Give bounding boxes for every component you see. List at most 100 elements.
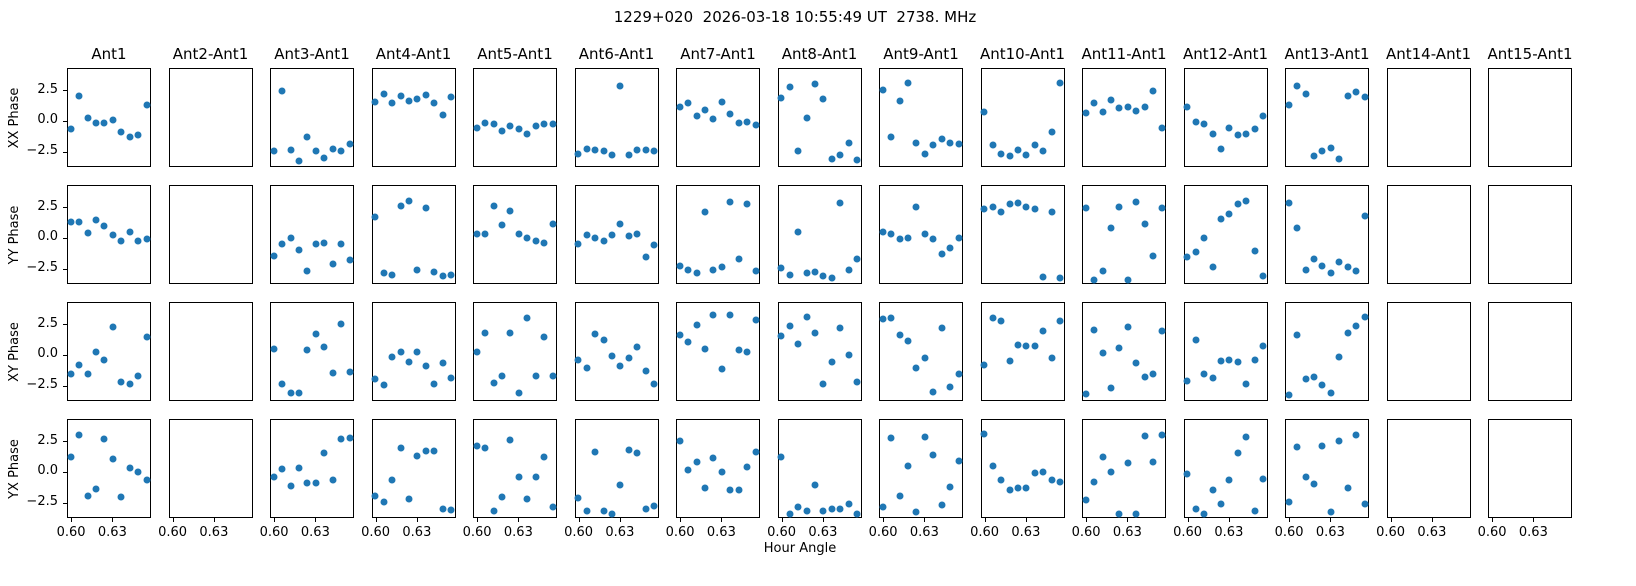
data-point <box>1352 88 1360 96</box>
data-point <box>490 120 498 128</box>
data-point <box>1327 269 1335 277</box>
data-point <box>540 333 548 341</box>
data-point <box>490 507 498 515</box>
data-point <box>1158 124 1165 132</box>
data-point <box>600 507 607 515</box>
data-point <box>684 266 692 274</box>
data-point <box>1352 431 1360 439</box>
data-point <box>735 486 743 494</box>
x-tick-label: 0.60 <box>56 525 86 540</box>
data-point <box>701 106 709 114</box>
data-point <box>439 359 447 367</box>
data-point <box>295 464 303 472</box>
x-tick-label: 0.63 <box>1417 525 1447 540</box>
x-tick-mark <box>680 518 682 522</box>
data-point <box>1259 475 1267 483</box>
data-point <box>346 256 353 264</box>
data-point <box>929 451 937 459</box>
data-point <box>447 506 455 514</box>
panel-yx-phase-ant13-ant1 <box>1285 419 1369 518</box>
data-point <box>929 235 937 243</box>
data-point <box>726 311 734 319</box>
data-point <box>625 151 633 159</box>
data-point <box>946 383 954 391</box>
data-point <box>126 228 134 235</box>
data-point <box>1014 199 1022 207</box>
data-point <box>1242 197 1250 205</box>
x-tick-label: 0.60 <box>868 525 898 540</box>
data-point <box>371 375 379 383</box>
x-tick-mark <box>518 518 520 522</box>
data-point <box>642 505 650 512</box>
data-point <box>100 435 108 443</box>
data-point <box>1242 433 1250 441</box>
data-point <box>303 479 311 487</box>
data-point <box>481 119 489 127</box>
data-point <box>1039 147 1047 155</box>
data-point <box>743 348 751 356</box>
x-tick-label: 0.60 <box>564 525 594 540</box>
data-point <box>633 146 641 154</box>
data-point <box>126 380 134 388</box>
panel-yx-phase-ant6-ant1 <box>574 419 659 518</box>
data-point <box>997 317 1005 325</box>
data-point <box>819 380 827 388</box>
x-tick-mark <box>1187 518 1189 522</box>
data-point <box>287 146 295 154</box>
data-point <box>896 492 904 500</box>
data-point <box>1141 103 1149 111</box>
column-title-ant2-ant1: Ant2-Ant1 <box>172 45 249 63</box>
data-point <box>1082 204 1090 212</box>
panel-xx-phase-ant3-ant1 <box>270 68 354 167</box>
x-tick-mark <box>112 518 114 522</box>
y-tick-mark <box>63 120 67 122</box>
data-point <box>600 147 607 155</box>
data-point <box>642 253 650 261</box>
data-point <box>1293 82 1301 90</box>
data-point <box>287 482 295 490</box>
data-point <box>980 205 988 213</box>
data-point <box>506 436 514 444</box>
data-point <box>591 234 599 242</box>
data-point <box>67 453 75 461</box>
data-point <box>1022 484 1030 492</box>
x-tick-mark <box>172 518 174 522</box>
data-point <box>1082 496 1090 504</box>
data-point <box>506 329 514 336</box>
data-point <box>752 448 759 456</box>
panel-yx-phase-ant4-ant1 <box>371 419 456 518</box>
figure-title: 1229+020 2026-03-18 10:55:49 UT 2738. MH… <box>613 8 977 26</box>
data-point <box>997 476 1005 484</box>
data-point <box>75 92 83 100</box>
data-point <box>1006 357 1013 365</box>
y-tick-mark <box>63 354 67 356</box>
data-point <box>303 133 311 141</box>
data-point <box>921 433 929 441</box>
panel-yy-phase-ant11-ant1 <box>1082 185 1166 284</box>
data-point <box>1344 263 1352 271</box>
data-point <box>1352 267 1360 275</box>
x-tick-mark <box>1390 518 1392 522</box>
data-point <box>1335 155 1343 163</box>
panel-xx-phase-ant2-ant1 <box>168 68 253 167</box>
data-point <box>828 358 836 366</box>
data-point <box>1251 356 1259 364</box>
data-point <box>1031 205 1039 213</box>
column-title-ant14-ant1: Ant14-Ant1 <box>1385 45 1471 63</box>
data-point <box>100 356 108 364</box>
data-point <box>549 372 556 380</box>
data-point <box>743 200 751 208</box>
data-point <box>117 237 125 245</box>
row-label-yx-phase: YX Phase <box>7 438 22 499</box>
data-point <box>320 239 328 247</box>
data-point <box>1031 342 1039 350</box>
data-point <box>1124 103 1132 111</box>
data-point <box>896 331 904 339</box>
data-point <box>329 145 337 153</box>
data-point <box>997 208 1005 216</box>
data-point <box>312 479 320 487</box>
data-point <box>1361 500 1368 508</box>
panel-yx-phase-ant15-ant1 <box>1488 419 1572 518</box>
data-point <box>701 208 709 216</box>
data-point <box>84 492 92 500</box>
